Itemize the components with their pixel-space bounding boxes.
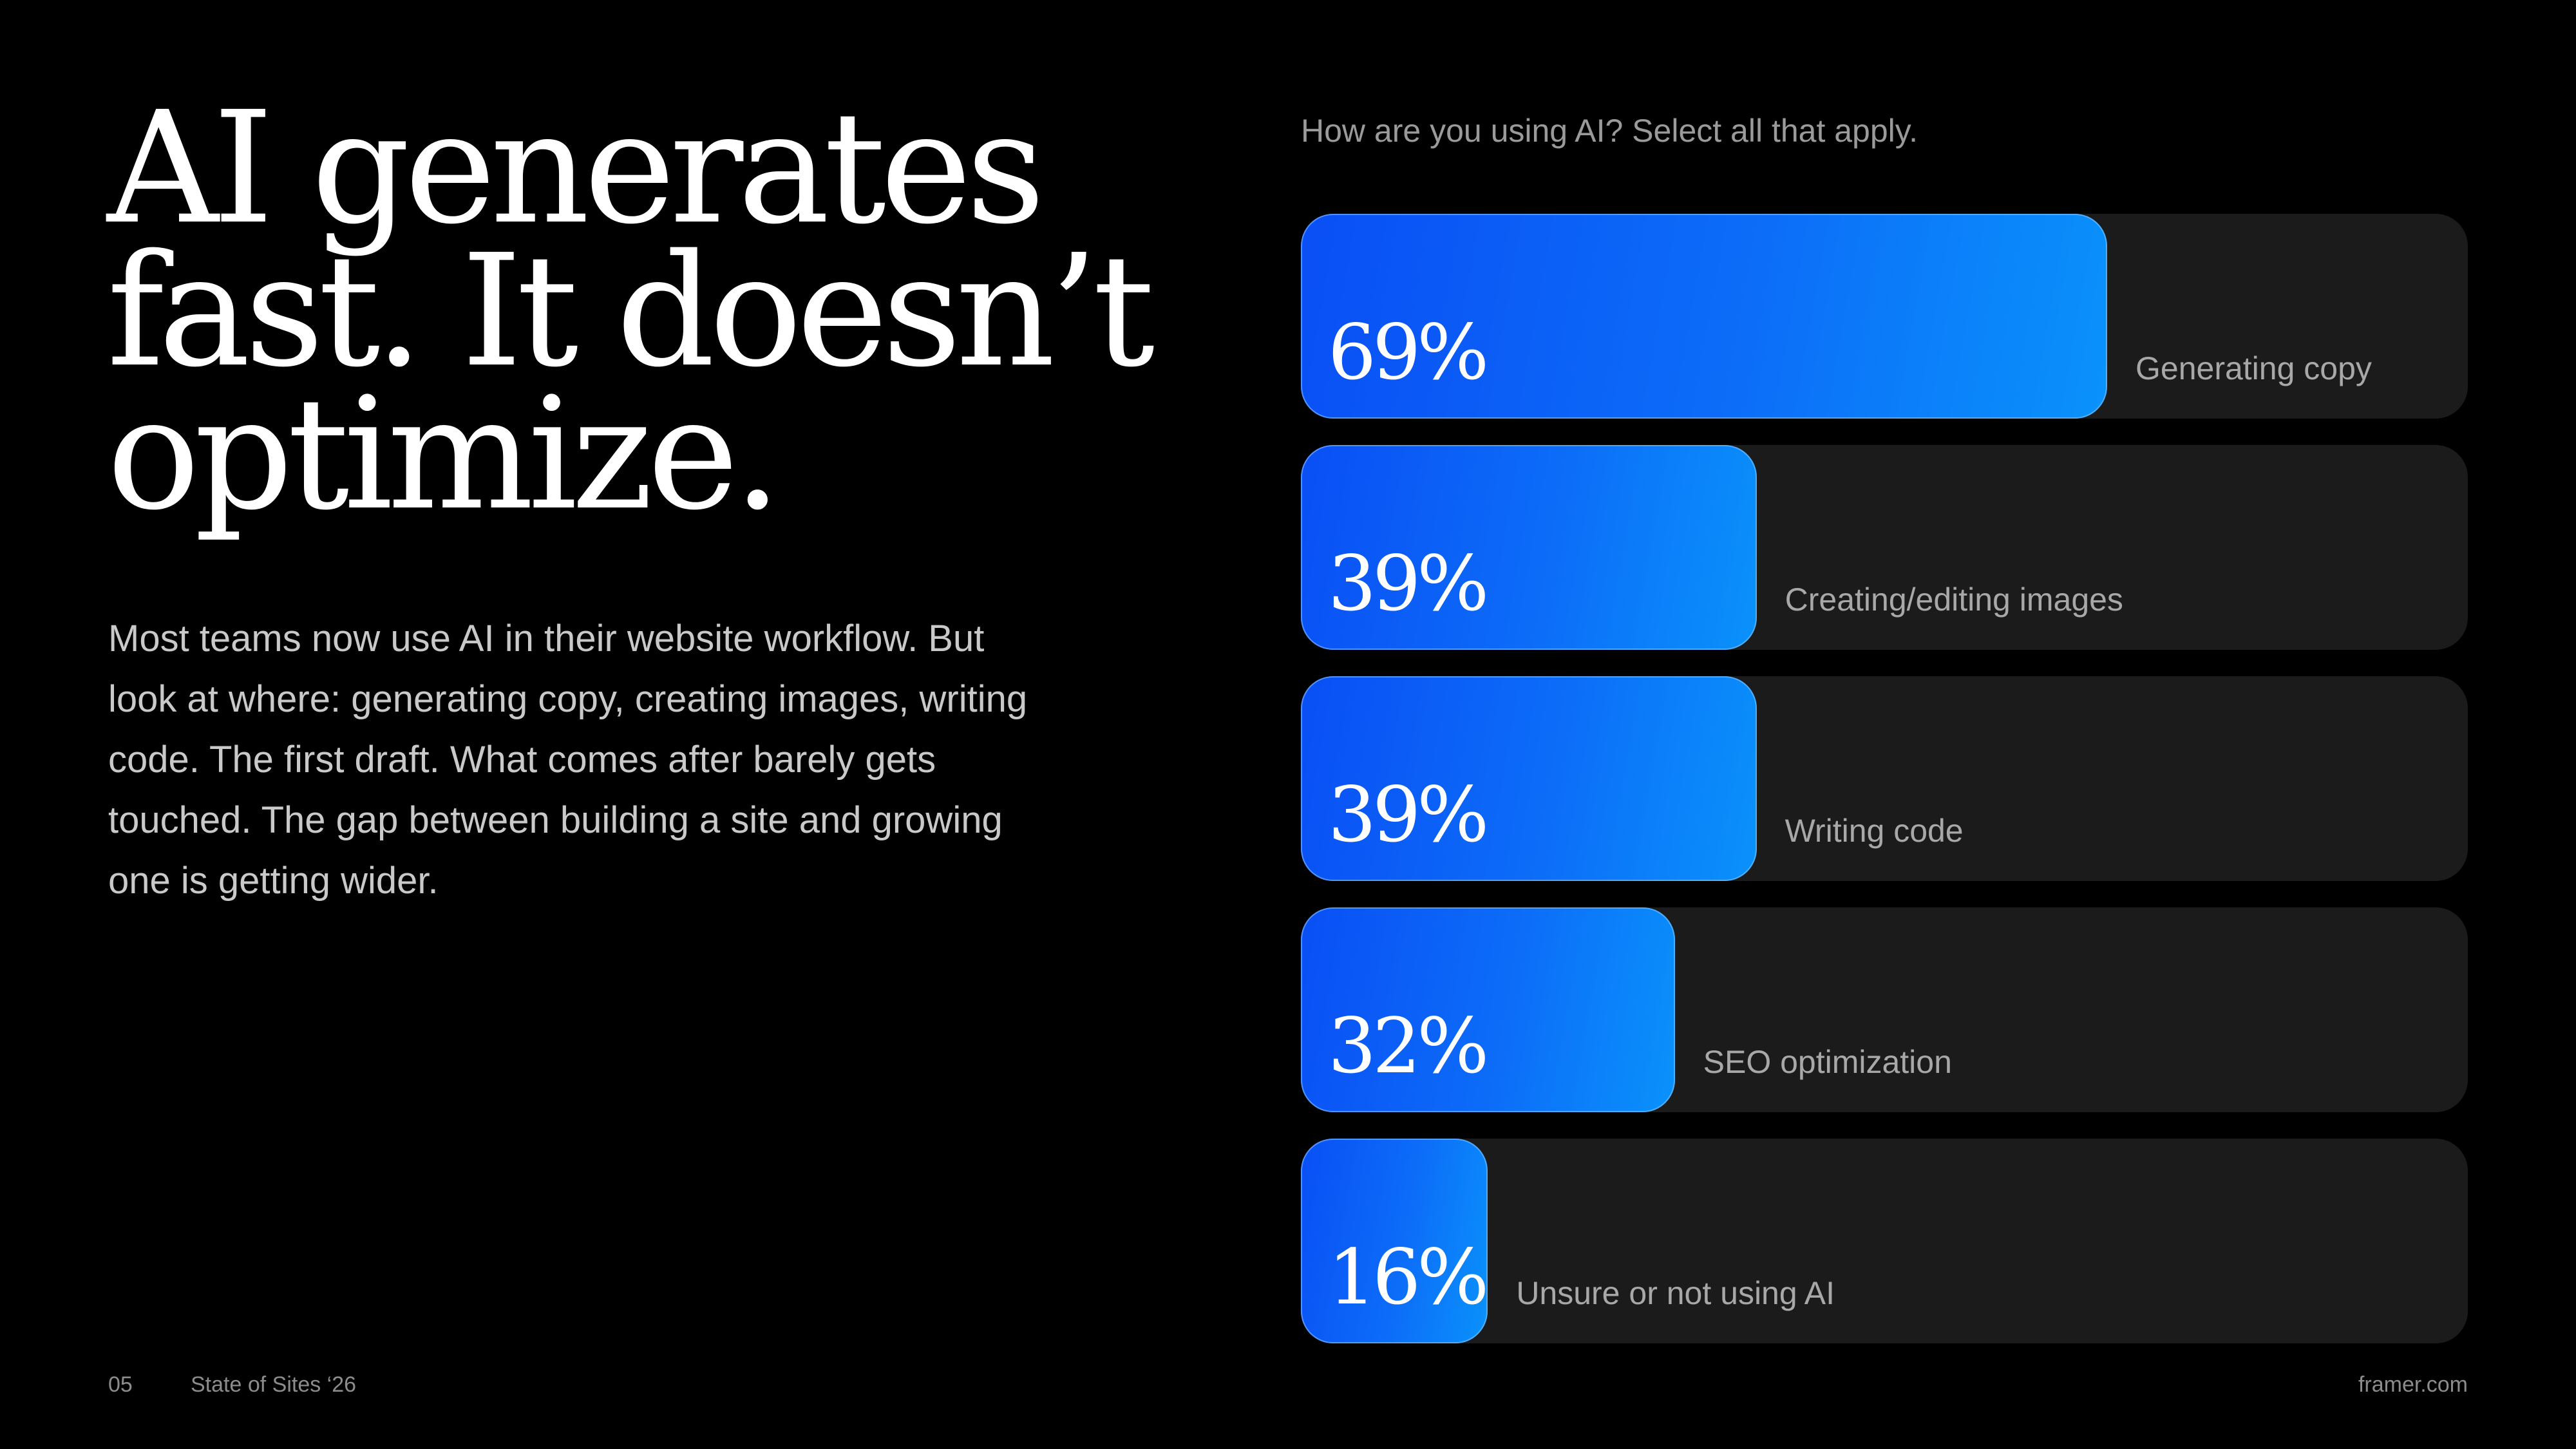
headline-line-1: AI generates: [107, 78, 1045, 258]
bar-value-label: 39%: [1328, 539, 1489, 628]
chart-title: How are you using AI? Select all that ap…: [1301, 113, 1918, 149]
bar: 32%: [1301, 907, 1675, 1112]
body-paragraph: Most teams now use AI in their website w…: [108, 618, 1028, 902]
bar-track: 39% Creating/editing images: [1301, 445, 2468, 650]
headline-line-3: optimize.: [107, 364, 782, 544]
headline-line-2: fast. It doesn’t: [107, 221, 1155, 401]
bar-track: 16% Unsure or not using AI: [1301, 1139, 2468, 1343]
bar-track: 69% Generating copy: [1301, 214, 2468, 419]
bar-track: 39% Writing code: [1301, 676, 2468, 881]
footer-page-number: 05: [108, 1372, 133, 1397]
footer-site: framer.com: [2358, 1372, 2468, 1397]
footer-report-name: State of Sites ‘26: [191, 1372, 357, 1397]
bar: 69%: [1301, 214, 2107, 419]
bar-category-label: Generating copy: [2136, 350, 2372, 386]
bar-value-label: 39%: [1328, 770, 1489, 859]
bar-value-label: 16%: [1328, 1233, 1489, 1321]
headline: AI generates fast. It doesn’t optimize.: [107, 91, 1234, 531]
bar: 39%: [1301, 445, 1757, 650]
bar-value-label: 32%: [1328, 1001, 1489, 1090]
bar-value-label: 69%: [1328, 308, 1489, 397]
bar-category-label: Writing code: [1785, 813, 1964, 849]
bar: 16%: [1301, 1139, 1489, 1343]
bar-category-label: Unsure or not using AI: [1516, 1275, 1835, 1311]
bar-track: 32% SEO optimization: [1301, 907, 2468, 1112]
bar-category-label: Creating/editing images: [1785, 582, 2123, 618]
bar-category-label: SEO optimization: [1703, 1044, 1952, 1080]
bar: 39%: [1301, 676, 1757, 881]
